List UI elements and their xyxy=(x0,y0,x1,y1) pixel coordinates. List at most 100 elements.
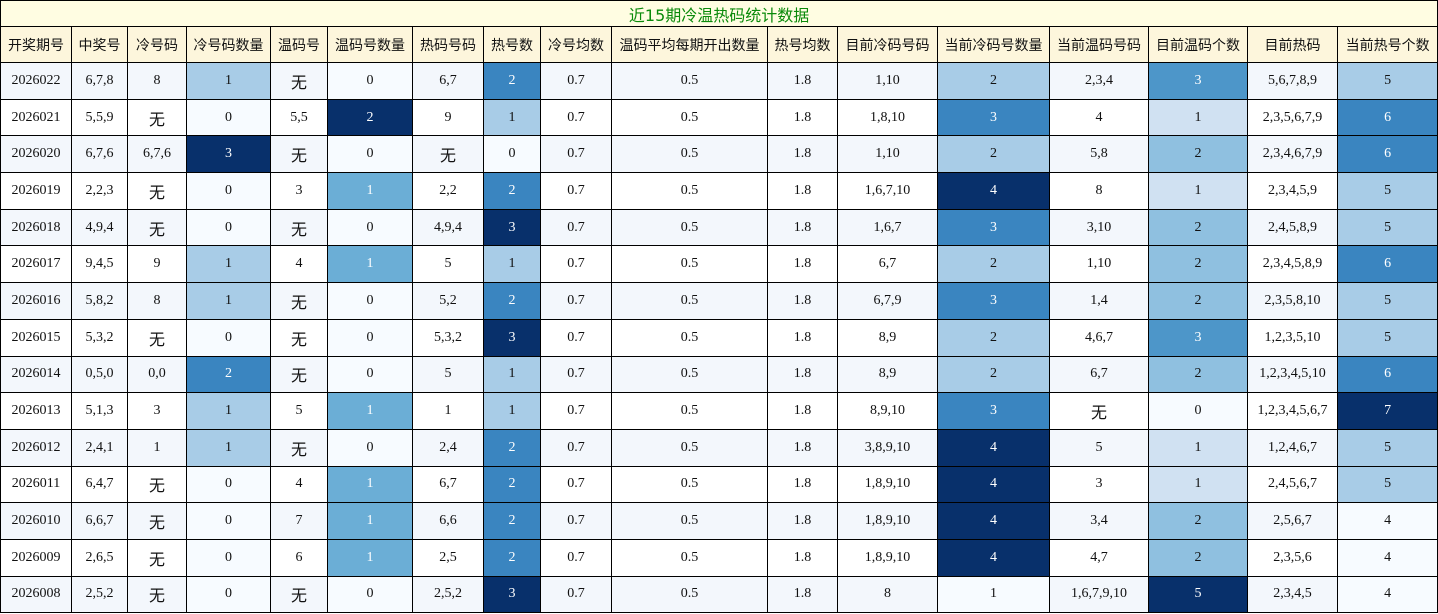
table-cell: 9 xyxy=(127,245,187,284)
table-cell: 0 xyxy=(1148,392,1248,430)
table-cell: 5,8,2 xyxy=(71,282,128,320)
table-cell: 0.7 xyxy=(540,245,612,284)
table-cell: 2,3,5,6 xyxy=(1247,538,1338,577)
table-cell: 0.5 xyxy=(611,318,768,357)
table-cell: 5 xyxy=(1049,428,1149,467)
table-cell: 无 xyxy=(127,172,187,210)
table-cell: 0.7 xyxy=(540,172,612,210)
table-cell: 1 xyxy=(1148,465,1248,504)
table-cell: 6,7 xyxy=(837,245,938,284)
table-cell: 无 xyxy=(412,135,484,174)
table-cell: 0 xyxy=(186,208,271,247)
table-cell: 3 xyxy=(937,208,1050,247)
table-cell: 0.5 xyxy=(611,98,768,137)
table-cell: 1 xyxy=(127,428,187,467)
table-cell: 3 xyxy=(937,98,1050,137)
table-cell: 2 xyxy=(186,355,271,394)
table-cell: 无 xyxy=(270,135,328,174)
table-cell: 8 xyxy=(1049,172,1149,210)
table-cell: 2 xyxy=(937,62,1050,100)
table-cell: 1,2,4,6,7 xyxy=(1247,428,1338,467)
table-row: 2026021 5,5,9 无 0 5,5 2 9 1 0.7 0.5 1.8 1,8,10 3 4 1 2,… xyxy=(0,98,1438,137)
table-cell: 6,6,7 xyxy=(71,502,128,540)
table-cell: 0 xyxy=(327,282,413,320)
table-cell: 3,4 xyxy=(1049,502,1149,540)
table-cell: 2,4,1 xyxy=(71,428,128,467)
table-cell: 5 xyxy=(412,245,484,284)
table-cell: 2026019 xyxy=(0,172,72,210)
table-row: 2026019 2,2,3 无 0 3 1 2,2 2 0.7 0.5 1.8 1,6,7,10 4 8 1… xyxy=(0,172,1438,210)
table-cell: 无 xyxy=(270,208,328,247)
table-cell: 2026015 xyxy=(0,318,72,357)
table-cell: 3 xyxy=(127,392,187,430)
table-cell: 0,5,0 xyxy=(71,355,128,394)
table-cell: 2,5,2 xyxy=(412,575,484,614)
table-cell: 0.7 xyxy=(540,465,612,504)
table-cell: 2 xyxy=(937,135,1050,174)
table-cell: 0 xyxy=(327,62,413,100)
table-cell: 8 xyxy=(127,62,187,100)
table-cell: 2,3,4,6,7,9 xyxy=(1247,135,1338,174)
table-cell: 1.8 xyxy=(767,538,838,577)
table-cell: 0.5 xyxy=(611,282,768,320)
table-cell: 2 xyxy=(483,282,541,320)
table-cell: 2 xyxy=(1148,538,1248,577)
table-cell: 5 xyxy=(1336,465,1438,504)
table-cell: 2026008 xyxy=(0,575,72,614)
table-cell: 1,8,9,10 xyxy=(837,538,938,577)
table-cell: 1 xyxy=(483,355,541,394)
table-cell: 0.7 xyxy=(540,428,612,467)
table-cell: 1 xyxy=(1148,428,1248,467)
table-cell: 9,4,5 xyxy=(71,245,128,284)
table-cell: 2,3,4,5 xyxy=(1247,575,1338,614)
table-cell: 1.8 xyxy=(767,98,838,137)
table-cell: 8 xyxy=(127,282,187,320)
table-row: 2026008 2,5,2 无 0 无 0 2,5,2 3 0.7 0.5 1.8 8 1 1,6,7,9… xyxy=(0,575,1438,614)
table-cell: 1 xyxy=(327,172,413,210)
table-cell: 5 xyxy=(412,355,484,394)
table-cell: 0 xyxy=(327,428,413,467)
table-cell: 无 xyxy=(270,282,328,320)
table-cell: 4 xyxy=(937,428,1050,467)
table-cell: 1,8,9,10 xyxy=(837,502,938,540)
table-cell: 6,7 xyxy=(412,465,484,504)
table-cell: 0.5 xyxy=(611,392,768,430)
table-cell: 4,9,4 xyxy=(71,208,128,247)
table-cell: 1,10 xyxy=(837,62,938,100)
table-cell: 1.8 xyxy=(767,282,838,320)
table-cell: 5,1,3 xyxy=(71,392,128,430)
table-cell: 0.7 xyxy=(540,135,612,174)
table-cell: 8,9 xyxy=(837,318,938,357)
table-cell: 1 xyxy=(327,245,413,284)
table-cell: 2,4,5,8,9 xyxy=(1247,208,1338,247)
table-cell: 2 xyxy=(1148,245,1248,284)
table-cell: 2 xyxy=(937,318,1050,357)
table-cell: 2 xyxy=(1148,502,1248,540)
table-cell: 无 xyxy=(270,62,328,100)
table-cell: 1.8 xyxy=(767,62,838,100)
table-cell: 2026021 xyxy=(0,98,72,137)
table-cell: 0.5 xyxy=(611,465,768,504)
table-title: 近15期冷温热码统计数据 xyxy=(0,0,1438,27)
table-cell: 1,10 xyxy=(837,135,938,174)
table-cell: 0 xyxy=(186,318,271,357)
table-cell: 6 xyxy=(1336,98,1438,137)
table-cell: 1.8 xyxy=(767,172,838,210)
table-cell: 1 xyxy=(1148,98,1248,137)
table-cell: 8 xyxy=(837,575,938,614)
column-header: 当前冷码号数量 xyxy=(937,26,1050,63)
table-cell: 2,6,5 xyxy=(71,538,128,577)
table-cell: 3 xyxy=(937,392,1050,430)
table-cell: 6,4,7 xyxy=(71,465,128,504)
table-cell: 1.8 xyxy=(767,575,838,614)
table-cell: 2 xyxy=(937,355,1050,394)
table-cell: 2,3,4,5,9 xyxy=(1247,172,1338,210)
table-cell: 0 xyxy=(186,575,271,614)
table-cell: 2,3,4 xyxy=(1049,62,1149,100)
table-cell: 4 xyxy=(1336,538,1438,577)
table-cell: 5,5 xyxy=(270,98,328,137)
column-header: 热号数 xyxy=(483,26,541,63)
table-cell: 2 xyxy=(483,428,541,467)
table-cell: 1 xyxy=(483,245,541,284)
